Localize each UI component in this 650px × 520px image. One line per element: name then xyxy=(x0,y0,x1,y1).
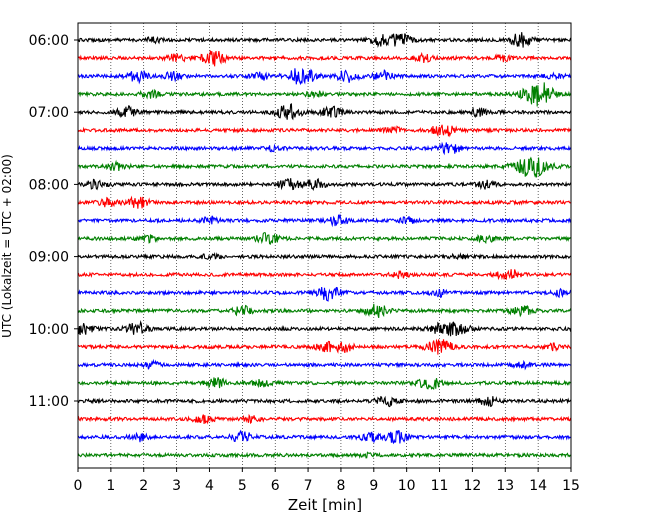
seismic-trace xyxy=(77,286,572,302)
x-tick-label: 1 xyxy=(106,478,115,494)
y-tick-label: 09:00 xyxy=(29,250,69,266)
y-axis-label: UTC (Lokalzeit = UTC + 02:00) xyxy=(0,154,14,338)
seismic-trace xyxy=(77,50,572,67)
y-tick-label: 07:00 xyxy=(29,105,69,121)
seismic-trace xyxy=(77,82,572,107)
y-axis: 06:00 07:00 08:00 09:00 10:00 11:00 xyxy=(29,33,78,410)
seismic-trace xyxy=(77,195,572,209)
seismic-trace xyxy=(77,67,572,86)
x-tick-label: 9 xyxy=(369,478,378,494)
seismic-trace xyxy=(77,124,572,138)
grid-lines xyxy=(110,23,539,468)
seismic-trace xyxy=(77,358,572,371)
seismic-trace xyxy=(77,232,572,246)
x-tick-label: 14 xyxy=(529,478,547,494)
seismic-trace xyxy=(77,320,572,337)
seismic-trace xyxy=(77,429,572,445)
y-tick-label: 10:00 xyxy=(29,322,69,338)
y-tick-label: 06:00 xyxy=(29,33,69,49)
x-axis-label: Zeit [min] xyxy=(288,496,362,514)
seismic-trace xyxy=(77,177,572,192)
x-tick-label: 7 xyxy=(304,478,313,494)
x-tick-label: 3 xyxy=(172,478,181,494)
seismic-trace xyxy=(77,141,572,156)
x-tick-label: 8 xyxy=(336,478,345,494)
plot-frame xyxy=(77,22,572,469)
seismic-trace xyxy=(77,377,572,390)
seismic-trace xyxy=(77,395,572,408)
seismic-trace xyxy=(77,303,572,318)
seismic-trace xyxy=(77,103,572,121)
x-tick-label: 6 xyxy=(271,478,280,494)
x-axis: 0 1 2 3 4 5 6 7 8 9 10 11 12 13 14 15 xyxy=(74,468,580,494)
x-tick-label: 0 xyxy=(74,478,83,494)
x-tick-label: 10 xyxy=(398,478,416,494)
x-tick-label: 2 xyxy=(139,478,148,494)
seismic-trace xyxy=(77,156,572,178)
x-tick-label: 15 xyxy=(562,478,580,494)
y-tick-label: 08:00 xyxy=(29,177,69,193)
x-tick-label: 12 xyxy=(463,478,481,494)
seismic-trace xyxy=(77,451,572,460)
seismic-trace xyxy=(77,32,572,49)
seismic-trace xyxy=(77,213,572,228)
x-tick-label: 11 xyxy=(431,478,449,494)
y-tick-label: 11:00 xyxy=(29,394,69,410)
x-tick-label: 4 xyxy=(205,478,214,494)
seismic-trace xyxy=(77,252,572,261)
seismic-trace xyxy=(77,413,572,425)
x-tick-label: 5 xyxy=(238,478,247,494)
x-tick-label: 13 xyxy=(496,478,514,494)
seismic-trace xyxy=(77,338,572,355)
seismic-trace xyxy=(77,269,572,281)
trace-group xyxy=(77,32,572,460)
